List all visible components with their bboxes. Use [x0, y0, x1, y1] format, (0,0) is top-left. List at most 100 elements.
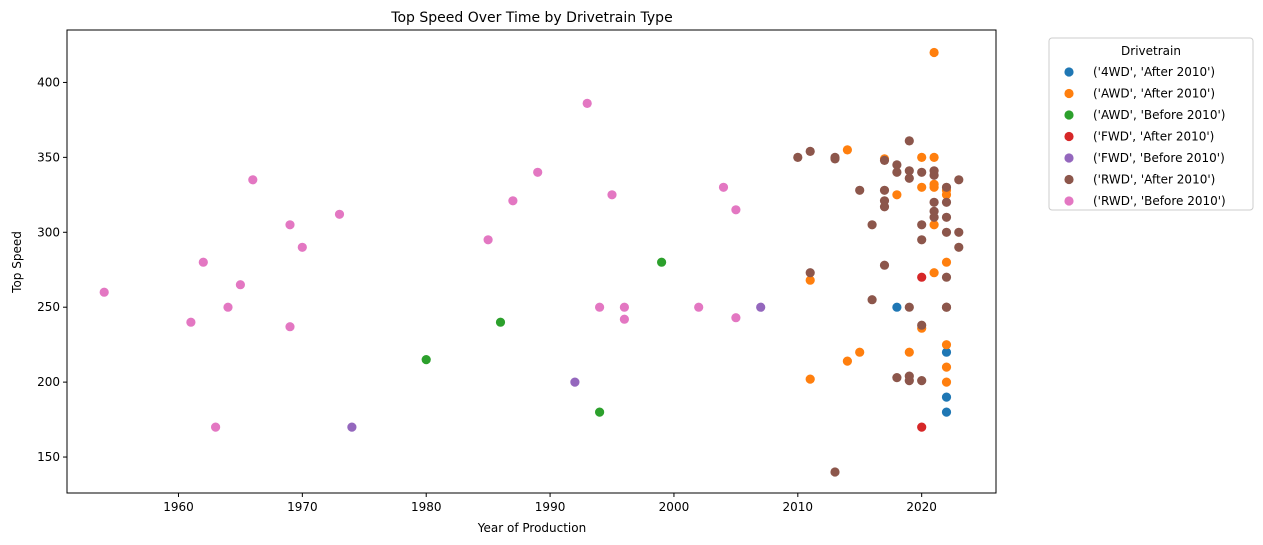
legend-box [1048, 37, 1254, 211]
legend-entry-label: ('FWD', 'Before 2010') [1093, 151, 1225, 165]
legend-marker [1064, 153, 1074, 163]
scatter-point [941, 257, 952, 267]
scatter-point [607, 190, 617, 200]
x-tick-label: 2010 [783, 500, 814, 514]
scatter-point [595, 302, 605, 312]
scatter-point [285, 220, 295, 230]
scatter-point [867, 220, 877, 230]
y-tick-label: 350 [37, 150, 60, 164]
scatter-point [941, 347, 952, 357]
scatter-point [805, 374, 815, 384]
scatter-point [941, 227, 952, 237]
x-tick-label: 2020 [906, 500, 937, 514]
scatter-point [830, 467, 840, 477]
legend-marker [1064, 110, 1074, 120]
scatter-point [334, 209, 345, 219]
scatter-point [917, 376, 927, 386]
scatter-point [805, 146, 815, 156]
scatter-point [495, 317, 506, 327]
scatter-point [248, 175, 258, 185]
scatter-point [941, 190, 952, 200]
scatter-point [941, 392, 952, 402]
plot-frame [66, 29, 997, 494]
scatter-point [198, 257, 208, 267]
scatter-point [954, 242, 964, 252]
scatter-point [483, 235, 493, 245]
scatter-point [855, 347, 865, 357]
scatter-point [904, 173, 914, 183]
scatter-point [941, 362, 952, 372]
scatter-point [929, 197, 939, 207]
scatter-point [892, 373, 902, 383]
scatter-point [941, 302, 952, 312]
scatter-point [929, 268, 939, 278]
chart-title: Top Speed Over Time by Drivetrain Type [390, 10, 672, 26]
scatter-point [731, 205, 741, 215]
legend: Drivetrain ('4WD', 'After 2010') ('AWD', … [1048, 37, 1254, 211]
scatter-points [99, 47, 964, 477]
scatter-point [842, 356, 853, 366]
scatter-point [904, 302, 914, 312]
scatter-point [830, 154, 840, 164]
scatter-point [917, 235, 927, 245]
scatter-point [842, 145, 853, 155]
scatter-point [904, 136, 914, 146]
scatter-point [904, 166, 914, 176]
scatter-point [917, 272, 927, 282]
scatter-point [285, 322, 295, 332]
y-tick-label: 250 [37, 300, 60, 314]
scatter-point [892, 160, 902, 170]
scatter-point [793, 152, 803, 162]
scatter-point [941, 340, 952, 350]
y-axis-label: Top Speed [10, 231, 24, 294]
scatter-point [879, 202, 890, 212]
scatter-point [533, 167, 543, 177]
scatter-point [941, 212, 952, 222]
scatter-point [917, 220, 927, 230]
scatter-point [917, 182, 927, 192]
legend-marker [1064, 131, 1074, 142]
scatter-point [657, 257, 667, 267]
y-tick-label: 200 [37, 375, 60, 389]
legend-entry-label: ('RWD', 'After 2010') [1093, 173, 1215, 187]
scatter-point [867, 295, 877, 305]
scatter-point [929, 182, 939, 192]
x-tick-label: 1960 [163, 500, 194, 514]
x-tick-label: 1980 [411, 500, 442, 514]
x-tick-label: 2000 [659, 500, 690, 514]
x-tick-label: 1990 [535, 500, 566, 514]
legend-marker [1064, 196, 1074, 206]
legend-entry-label: ('AWD', 'After 2010') [1093, 87, 1215, 101]
scatter-point [756, 302, 766, 312]
y-axis-ticks: 150 200 250 300 350 400 [37, 75, 67, 464]
scatter-point [595, 407, 605, 417]
scatter-point [892, 190, 902, 200]
scatter-point [855, 185, 865, 195]
scatter-point [347, 422, 357, 432]
scatter-point [929, 220, 939, 230]
scatter-point [186, 317, 196, 327]
legend-entry-label: ('AWD', 'Before 2010') [1093, 108, 1225, 122]
scatter-point [941, 377, 952, 387]
scatter-point [297, 242, 307, 252]
scatter-point [941, 182, 952, 192]
scatter-point [904, 347, 914, 357]
legend-entry-label: ('RWD', 'Before 2010') [1093, 194, 1226, 208]
scatter-point [223, 302, 233, 312]
legend-marker [1064, 174, 1074, 185]
legend-marker [1064, 67, 1074, 77]
scatter-point [917, 152, 927, 162]
scatter-point [929, 212, 939, 222]
scatter-point [619, 302, 630, 312]
y-tick-label: 300 [37, 225, 60, 239]
x-tick-label: 1970 [287, 500, 318, 514]
scatter-point [941, 407, 952, 417]
scatter-point [805, 268, 815, 278]
legend-entry-label: ('4WD', 'After 2010') [1093, 65, 1215, 79]
scatter-point [879, 155, 890, 165]
scatter-point [929, 152, 939, 162]
scatter-point [879, 185, 890, 195]
scatter-point [582, 98, 592, 108]
scatter-point [570, 377, 580, 387]
